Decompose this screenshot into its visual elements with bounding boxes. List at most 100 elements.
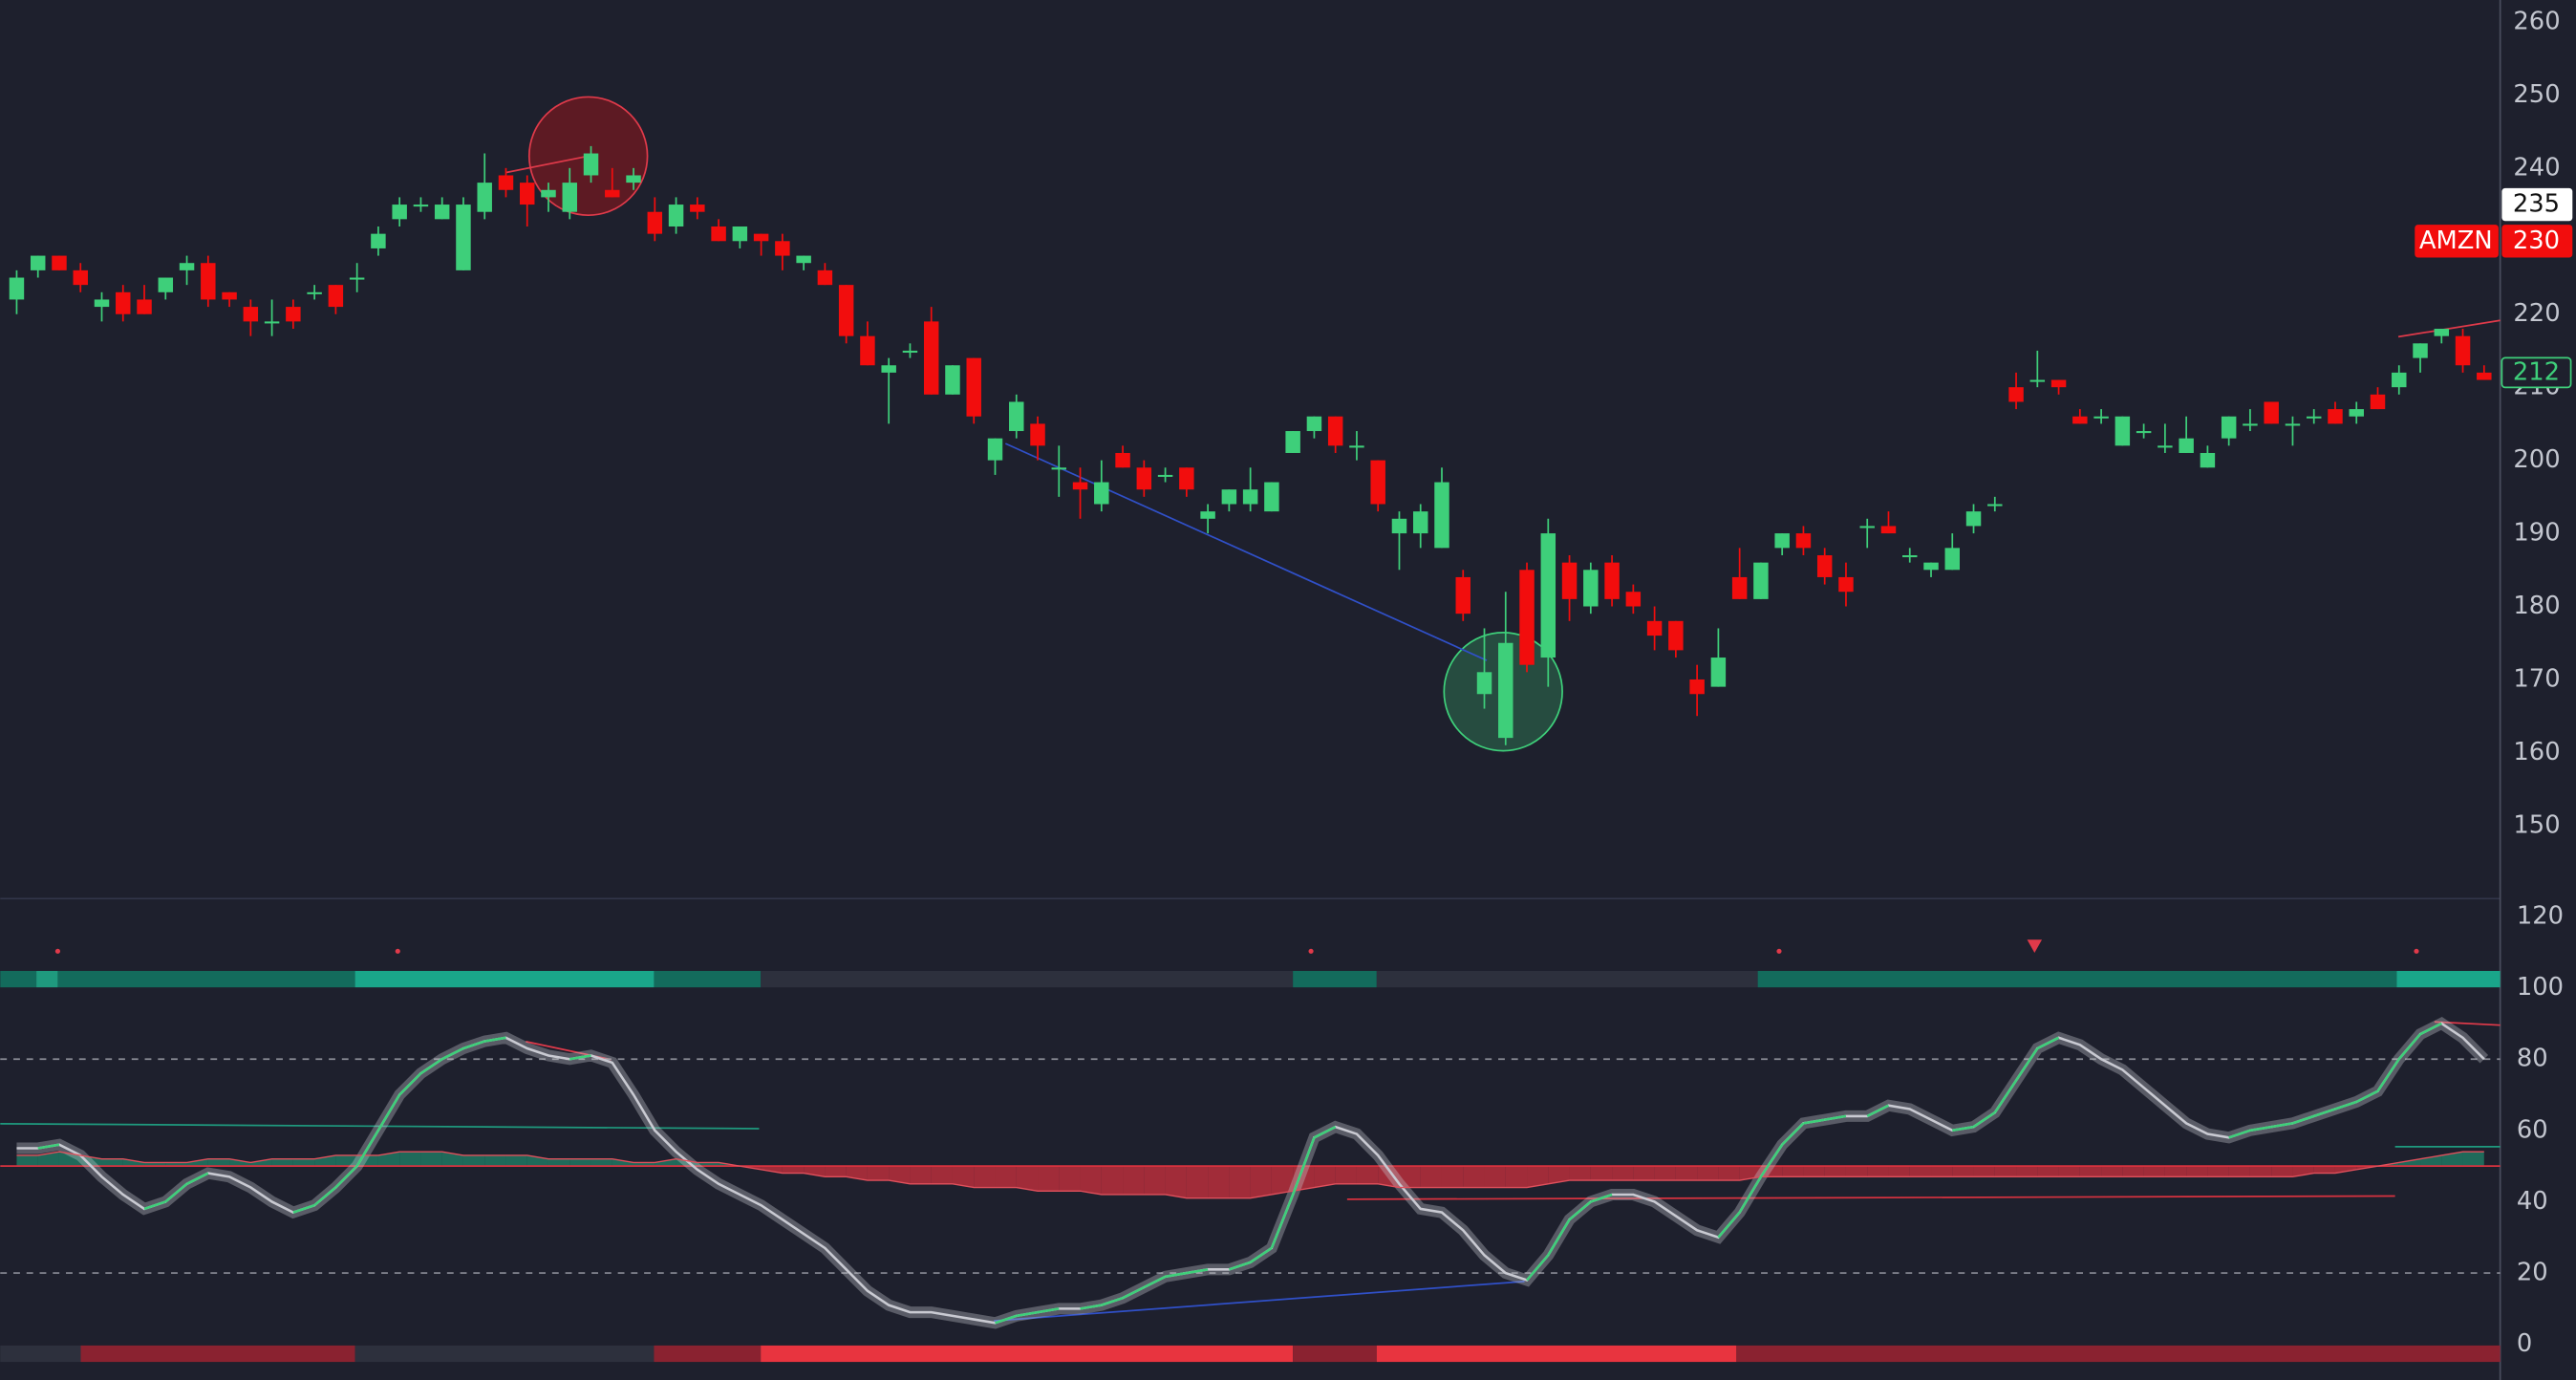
status-segment: [654, 1345, 762, 1363]
candle-body: [179, 263, 195, 270]
y-tick-label: 240: [2513, 153, 2560, 182]
y-tick-label: 200: [2513, 445, 2560, 474]
rising-segment: [1122, 1285, 1145, 1300]
candle-body: [647, 211, 663, 234]
cloud-segment: [867, 1166, 890, 1181]
cloud-segment: [526, 1154, 548, 1167]
candle-body: [1519, 570, 1535, 665]
cloud-segment: [1931, 1166, 1953, 1177]
cloud-segment: [377, 1152, 400, 1167]
rising-segment: [569, 1054, 591, 1061]
cloud-segment: [655, 1158, 676, 1167]
candle-body: [116, 291, 131, 314]
cloud-segment: [165, 1162, 187, 1167]
status-segment: [1757, 970, 2397, 988]
candle-body: [2434, 329, 2450, 336]
cloud-segment: [569, 1158, 591, 1167]
cloud-segment: [2143, 1166, 2165, 1177]
cloud-segment: [1059, 1166, 1081, 1192]
cloud-segment: [2186, 1166, 2208, 1177]
candle-body: [94, 299, 110, 308]
cloud-segment: [1973, 1166, 1995, 1177]
cloud-segment: [16, 1154, 38, 1167]
candle-body: [966, 357, 981, 417]
cloud-segment: [952, 1166, 975, 1188]
candle-body: [1923, 562, 1939, 571]
cloud-segment: [782, 1166, 805, 1174]
candle-body: [1009, 401, 1024, 432]
candle-body: [434, 205, 450, 220]
cloud-segment: [1548, 1166, 1570, 1184]
cloud-segment: [1314, 1166, 1336, 1188]
candle-body: [541, 189, 556, 198]
candle-body: [1731, 576, 1748, 599]
cloud-segment: [590, 1158, 612, 1167]
divergence-line: [1004, 442, 1488, 661]
candle-body: [605, 189, 620, 198]
status-bar-bottom: [0, 1345, 2501, 1363]
candle-body: [1221, 489, 1237, 505]
rising-segment: [143, 1200, 166, 1211]
candle-body: [2029, 379, 2046, 382]
rising-segment: [2419, 1022, 2442, 1036]
y-tick-label: 250: [2513, 80, 2560, 109]
cloud-segment: [1208, 1166, 1230, 1198]
rising-segment: [1547, 1218, 1571, 1257]
cloud-segment: [1441, 1166, 1464, 1188]
cloud-segment: [761, 1166, 783, 1174]
rising-segment: [398, 1072, 422, 1096]
candle-body: [668, 205, 684, 226]
candle-body: [1306, 416, 1322, 432]
status-segment: [1736, 1345, 2501, 1363]
y-tick-label: 260: [2513, 7, 2560, 35]
candle-body: [1136, 467, 1152, 490]
candle-body: [1051, 467, 1067, 470]
cloud-segment: [1038, 1166, 1060, 1192]
cloud-segment: [1016, 1166, 1039, 1192]
rising-segment: [1186, 1268, 1209, 1275]
candle-body: [1391, 518, 1407, 534]
cloud-segment: [1229, 1166, 1251, 1198]
candle-body: [2243, 423, 2258, 426]
signal-dot: [54, 948, 61, 954]
candle-body: [1370, 460, 1385, 505]
rising-segment: [1101, 1296, 1124, 1306]
candle-body: [1115, 452, 1130, 468]
candle-body: [1561, 562, 1578, 599]
rising-segment: [1824, 1114, 1847, 1121]
cloud-segment: [1675, 1166, 1698, 1181]
cloud-segment: [1845, 1166, 1868, 1177]
candle-body: [1795, 533, 1812, 549]
candle-body: [264, 321, 280, 324]
cloud-segment: [825, 1166, 847, 1177]
cloud-segment: [2016, 1166, 2038, 1177]
cloud-segment: [1356, 1166, 1379, 1184]
rising-segment: [441, 1046, 464, 1061]
candle-body: [1753, 562, 1769, 599]
cloud-segment: [1824, 1166, 1846, 1177]
cloud-segment: [399, 1152, 421, 1167]
candle-body: [1030, 423, 1045, 446]
cloud-segment: [2271, 1166, 2293, 1177]
y-tick-label: 150: [2513, 810, 2560, 839]
y-tick-label: 0: [2517, 1329, 2532, 1358]
rising-segment: [1249, 1246, 1273, 1263]
candle-body: [520, 183, 535, 205]
cloud-segment: [2058, 1166, 2080, 1177]
candle-body: [1157, 474, 1173, 477]
rising-segment: [2397, 1033, 2422, 1061]
y-tick-label: 120: [2517, 901, 2564, 930]
candle-body: [2392, 372, 2407, 388]
price-tag-high: [2501, 187, 2573, 222]
candle-body: [243, 307, 259, 322]
divergence-line: [505, 155, 589, 174]
candle-body: [838, 285, 854, 336]
rising-segment: [292, 1203, 315, 1214]
cloud-segment: [2122, 1166, 2144, 1177]
candle-body: [732, 226, 748, 242]
cloud-segment: [1590, 1166, 1613, 1181]
signal-dot: [395, 948, 400, 954]
status-bar-top: [0, 970, 2501, 988]
cloud-segment: [462, 1154, 485, 1167]
cloud-segment: [846, 1166, 868, 1181]
